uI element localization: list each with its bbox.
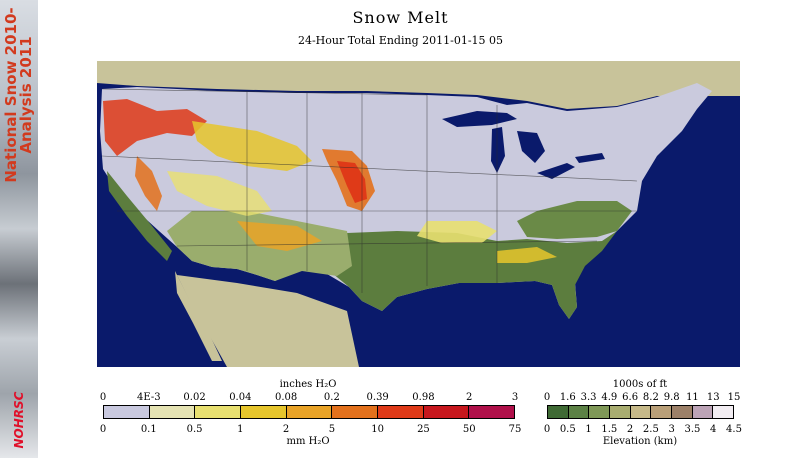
legend_precip-top-tick: 2 [466,392,473,403]
legend_precip-swatch [148,406,195,418]
legend_precip-swatch [104,406,149,418]
legend_precip-swatch [377,406,423,418]
legend_elev-bottom-tick: 3.5 [684,424,701,435]
dakotas-core-melt [337,161,367,203]
state-boundaries [101,88,638,293]
legend_elev-top-tick: 8.2 [642,392,659,403]
boundary-49th-parallel [101,88,428,96]
legend_elev-bottom-tick: 1 [585,424,592,435]
precip-top-caption: inches H₂O [279,379,337,390]
lake-erie [537,163,575,179]
legend_precip-top-tick: 0.39 [366,392,389,403]
precip-bottom-caption: mm H₂O [286,436,330,447]
legend_elev-top-tick: 6.6 [622,392,639,403]
legend_precip-swatch [468,406,515,418]
legend_precip-top-tick: 0 [99,392,107,403]
legend_precip-top-tick: 0.04 [229,392,252,403]
legend_elev-bottom-tick: 2 [626,424,634,435]
legend_elev-swatch [629,406,651,418]
legend_precip-bottom-tick: 0 [99,424,107,435]
ohio-valley-melt [497,247,557,263]
legend_elev-top-tick: 3.3 [580,392,597,403]
map-subtitle: 24-Hour Total Ending 2011-01-15 05 [297,34,504,47]
southern-rockies-melt [237,221,322,251]
lake-superior [442,111,517,127]
legend_elev-top-tick: 0 [543,392,551,403]
legend_elev-bottom-tick: 0.5 [559,424,576,435]
legend_elev-swatch [588,406,610,418]
legend_precip-bottom-tick: 75 [508,424,522,435]
legend_elev-bottom-tick: 4.5 [726,424,742,435]
legend_precip-bottom-tick: 25 [417,424,430,435]
nsa-banner: National Snow 2010- Analysis 2011 NOHRSC [0,0,38,458]
boundary-northern-tier [101,155,638,182]
snow-melt-overlay [103,99,557,263]
legend_precip-bottom-tick: 50 [462,424,476,435]
legend_elev-bottom-tick: 1.5 [601,424,618,435]
legend_precip-top-tick: 0.02 [183,392,206,403]
sierra-melt [135,156,162,211]
legend_elev-swatch [650,406,672,418]
mexico-land [177,275,359,367]
legend_precip-top-tick: 0.08 [274,392,298,403]
legend_precip-top-tick: 3 [511,392,519,403]
legend_elev-top-tick: 1.6 [559,392,576,403]
california-lowlands [107,171,172,261]
legend_precip-bottom-tick: 0.5 [186,424,203,435]
legend_elev-top-tick: 4.9 [601,392,618,403]
legend_precip-bottom-tick: 5 [328,424,336,435]
legend_precip-swatch [194,406,241,418]
legend_elev-top-tick: 15 [727,392,741,403]
northern-rockies-melt [192,121,312,171]
lake-michigan [491,127,505,173]
lake-huron [517,131,545,163]
elev-top-caption: 1000s of ft [612,379,668,390]
southeast-lowlands [517,201,632,239]
precip-colorbar [103,405,515,419]
legend_elev-swatch [567,406,589,418]
legend_precip-swatch [331,406,378,418]
legend_elev-swatch [671,406,692,418]
snow-melt-map [97,61,740,367]
legend_precip-top-tick: 4E-3 [136,392,161,403]
map-title: Snow Melt [352,8,449,27]
legend_precip-bottom-tick: 10 [371,424,385,435]
legend_elev-top-tick: 9.8 [663,392,680,403]
legend_precip-swatch [240,406,286,418]
legend_elev-top-tick: 13 [706,392,720,403]
ozarks-melt [417,221,497,243]
legend_elev-swatch [609,406,630,418]
great-lakes [442,111,605,179]
nohrsc-logo: NOHRSC [12,391,26,449]
legend_elev-swatch [548,406,568,418]
legend_elev-swatch [712,406,734,418]
elev-bottom-caption: Elevation (km) [602,436,678,447]
legend_precip-bottom-tick: 2 [282,424,290,435]
baja-peninsula [175,271,222,361]
pacific-northwest-melt [103,99,207,156]
elevation-colorbar [547,405,734,419]
legend_precip-swatch [422,406,469,418]
legend_elev-bottom-tick: 0 [543,424,551,435]
legend_elev-swatch [691,406,713,418]
legend_precip-bottom-tick: 1 [237,424,244,435]
legend_elev-bottom-tick: 3 [668,424,675,435]
legend_precip-bottom-tick: 0.1 [140,424,157,435]
legend_precip-top-tick: 0.2 [323,392,340,403]
great-basin-melt [167,171,272,216]
lake-ontario [575,153,605,163]
legend_elev-bottom-tick: 4 [710,424,717,435]
legend_elev-bottom-tick: 2.5 [642,424,659,435]
legend_precip-swatch [285,406,332,418]
boundary-southern-tier [176,240,598,247]
legend_elev-top-tick: 11 [686,392,699,403]
legend_precip-top-tick: 0.98 [412,392,435,403]
